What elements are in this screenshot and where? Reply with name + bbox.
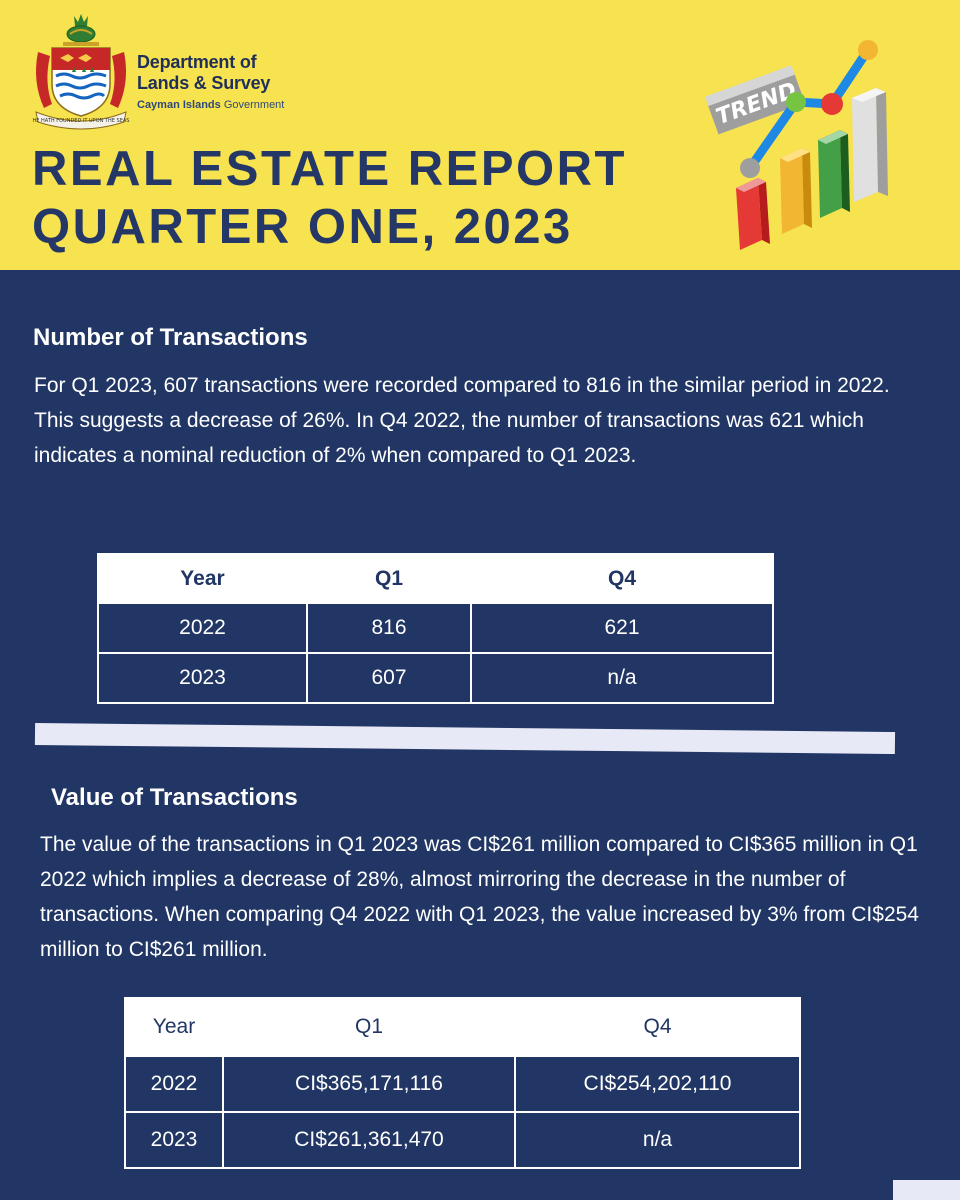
table-cell: CI$365,171,116 — [222, 1055, 516, 1113]
government-label: Cayman Islands Government — [137, 97, 284, 113]
table-cell: 607 — [306, 652, 472, 704]
table-header-year: Year — [97, 553, 308, 604]
paragraph-value-of-transactions: The value of the transactions in Q1 2023… — [40, 833, 919, 961]
header-banner: HE HATH FOUNDED IT UPON THE SEAS Departm… — [0, 0, 960, 270]
section-heading-value-of-transactions: Value of Transactions — [51, 784, 298, 811]
coat-of-arms-icon: HE HATH FOUNDED IT UPON THE SEAS — [33, 14, 130, 130]
dept-line-1: Department of — [137, 52, 257, 72]
paragraph-number-of-transactions: For Q1 2023, 607 transactions were recor… — [34, 374, 890, 467]
table-cell: 2022 — [124, 1055, 224, 1113]
table-row: 2023 607 n/a — [97, 652, 774, 704]
table-cell: n/a — [514, 1111, 801, 1169]
gov-rest: Government — [223, 99, 285, 111]
dept-line-2: Lands & Survey — [137, 73, 271, 93]
table-cell: 2023 — [124, 1111, 224, 1169]
table-row: 2022 CI$365,171,116 CI$254,202,110 — [124, 1055, 801, 1113]
table-cell: 621 — [470, 602, 774, 654]
department-name: Department of Lands & Survey Cayman Isla… — [137, 52, 284, 113]
table-header-year: Year — [124, 997, 224, 1057]
table-header-q4: Q4 — [514, 997, 801, 1057]
table-header-q1: Q1 — [306, 553, 472, 604]
table-cell: n/a — [470, 652, 774, 704]
trend-chart-illustration-icon: TREND — [704, 40, 888, 250]
section-divider — [34, 723, 896, 755]
section-heading-number-of-transactions: Number of Transactions — [33, 324, 308, 351]
table-header-row: Year Q1 Q4 — [97, 553, 774, 604]
table-row: 2022 816 621 — [97, 602, 774, 654]
table-header-row: Year Q1 Q4 — [124, 997, 801, 1057]
crest-motto: HE HATH FOUNDED IT UPON THE SEAS — [33, 118, 130, 124]
table-cell: 2022 — [97, 602, 308, 654]
table-cell: CI$254,202,110 — [514, 1055, 801, 1113]
gov-bold: Cayman Islands — [137, 99, 221, 111]
transactions-value-table: Year Q1 Q4 2022 CI$365,171,116 CI$254,20… — [124, 997, 801, 1169]
table-row: 2023 CI$261,361,470 n/a — [124, 1111, 801, 1169]
report-title-line-2: QUARTER ONE, 2023 — [32, 200, 573, 254]
table-cell: 2023 — [97, 652, 308, 704]
table-header-q4: Q4 — [470, 553, 774, 604]
corner-decoration — [893, 1180, 960, 1200]
report-title: REAL ESTATE REPORT QUARTER ONE, 2023 — [32, 140, 627, 256]
table-cell: 816 — [306, 602, 472, 654]
table-cell: CI$261,361,470 — [222, 1111, 516, 1169]
report-title-line-1: REAL ESTATE REPORT — [32, 142, 627, 196]
table-header-q1: Q1 — [222, 997, 516, 1057]
transactions-count-table: Year Q1 Q4 2022 816 621 2023 607 n/a — [97, 553, 774, 704]
